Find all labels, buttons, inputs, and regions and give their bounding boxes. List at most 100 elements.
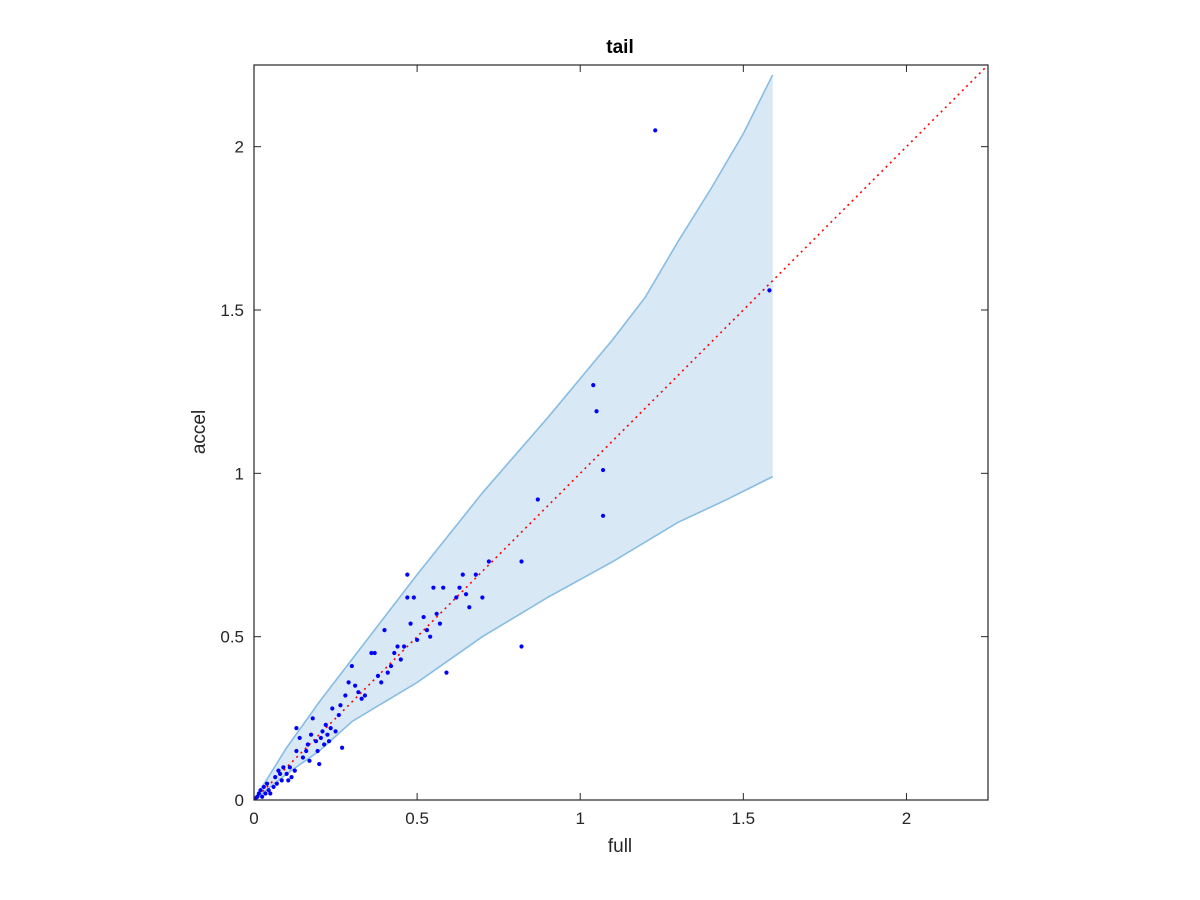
data-point — [333, 729, 338, 734]
y-tick-label: 0 — [235, 791, 244, 810]
data-point — [294, 748, 299, 754]
data-point — [457, 585, 462, 590]
data-point — [256, 791, 261, 796]
data-point — [325, 732, 330, 737]
data-point — [294, 726, 299, 731]
data-point — [369, 650, 374, 656]
data-point — [395, 644, 400, 649]
data-point — [336, 712, 341, 718]
data-point — [268, 791, 273, 796]
data-point — [286, 778, 291, 783]
data-point — [343, 693, 348, 698]
x-tick-label: 1 — [575, 809, 584, 828]
data-point — [375, 673, 381, 678]
data-point — [600, 467, 606, 473]
data-point — [388, 663, 394, 669]
data-point — [264, 781, 270, 786]
x-tick-label: 0.5 — [405, 809, 429, 828]
data-point — [591, 383, 596, 388]
data-point — [519, 559, 524, 564]
band-lower-edge — [253, 475, 774, 801]
data-point — [382, 628, 387, 633]
data-point — [279, 778, 284, 783]
y-tick-label: 2 — [235, 138, 244, 157]
data-point — [467, 605, 472, 610]
data-point — [300, 755, 306, 760]
data-point — [460, 572, 465, 577]
data-point — [428, 634, 433, 639]
data-point — [362, 693, 368, 698]
data-point — [434, 611, 439, 616]
data-point — [310, 716, 315, 721]
data-point — [318, 735, 323, 741]
data-point — [385, 670, 390, 675]
y-tick-label: 0.5 — [220, 628, 244, 647]
data-point — [276, 768, 281, 773]
data-point — [353, 683, 358, 688]
data-point — [273, 775, 278, 780]
x-tick-label: 2 — [902, 809, 911, 828]
data-point — [411, 595, 416, 600]
data-point — [356, 690, 361, 695]
data-point — [320, 729, 325, 734]
data-point — [441, 585, 446, 590]
data-point — [338, 703, 343, 708]
data-point — [346, 680, 351, 685]
reference-line — [253, 64, 989, 801]
data-point — [594, 409, 599, 414]
data-point — [359, 696, 364, 701]
data-point — [379, 680, 384, 685]
data-point — [424, 628, 429, 633]
data-point — [398, 657, 403, 662]
data-point — [292, 768, 297, 773]
data-point — [405, 595, 410, 600]
x-tick-label: 1.5 — [732, 809, 756, 828]
data-point — [317, 761, 322, 767]
data-point — [392, 650, 397, 656]
data-point — [274, 781, 279, 786]
x-axis-label: full — [608, 836, 632, 857]
data-point — [289, 775, 294, 780]
data-point — [326, 739, 332, 744]
data-point — [339, 745, 345, 750]
data-point — [323, 722, 328, 727]
data-point — [313, 739, 319, 744]
data-point — [480, 595, 485, 600]
data-point — [304, 748, 309, 754]
data-point — [437, 621, 443, 626]
data-point — [328, 726, 333, 731]
data-point — [600, 513, 606, 518]
data-point — [535, 497, 540, 502]
y-tick-label: 1.5 — [220, 301, 244, 320]
plot-area — [253, 64, 989, 801]
chart-title: tail — [606, 37, 633, 58]
data-point — [277, 771, 283, 776]
data-point — [405, 572, 410, 577]
data-point — [444, 670, 449, 675]
data-point — [463, 592, 469, 597]
data-point — [263, 791, 268, 796]
data-point — [401, 644, 407, 649]
data-point — [315, 748, 320, 754]
data-point — [454, 595, 459, 600]
band-upper-edge — [253, 74, 774, 801]
data-point — [653, 128, 658, 133]
data-point — [322, 742, 327, 747]
data-point — [284, 771, 289, 776]
data-point — [486, 559, 491, 564]
axes: 0 0.5 1 1.5 2 0 0.5 1 1.5 2 — [220, 64, 989, 828]
data-point — [266, 788, 271, 793]
data-point — [258, 788, 263, 793]
y-axis-label: accel — [189, 410, 210, 454]
axes-box — [253, 64, 989, 801]
data-point — [287, 765, 292, 770]
data-point — [372, 650, 377, 656]
data-point — [349, 663, 354, 669]
y-tick-label: 1 — [235, 464, 244, 483]
data-point — [415, 637, 420, 643]
data-point — [431, 585, 436, 590]
data-point — [421, 614, 426, 620]
data-point — [297, 735, 302, 741]
data-point — [307, 758, 312, 763]
